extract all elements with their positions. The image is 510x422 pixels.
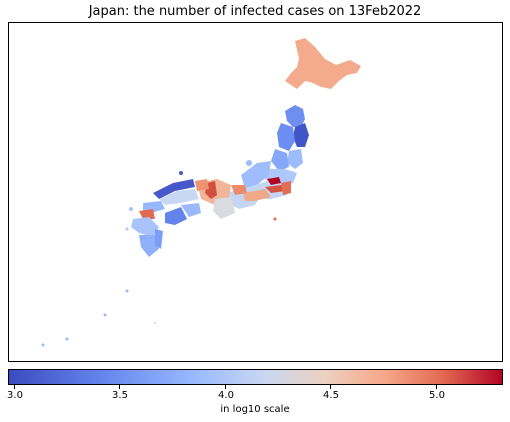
region-shikoku-west [165, 207, 187, 225]
colorbar-tick-label: 3.0 [7, 390, 23, 401]
island-amami [125, 289, 129, 293]
region-niigata [241, 161, 271, 189]
island-izu [273, 217, 277, 221]
island-okinawa-3 [41, 343, 45, 347]
region-kyushu-south [139, 235, 159, 257]
region-aomori [285, 105, 305, 127]
region-miyazaki [155, 229, 163, 249]
colorbar-tick-label: 4.5 [323, 390, 339, 401]
colorbar [8, 369, 503, 385]
region-chiba [281, 181, 291, 195]
colorbar-label: in log10 scale [220, 404, 290, 415]
colorbar-tick-label: 3.5 [112, 390, 128, 401]
map-frame [8, 22, 503, 362]
region-kanagawa [265, 185, 285, 193]
region-aichi [231, 185, 247, 195]
colorbar-tick [14, 385, 15, 389]
island-ogasawara [154, 322, 156, 324]
island-sado [246, 160, 252, 166]
colorbar-tick [119, 385, 120, 389]
colorbar-tick [225, 385, 226, 389]
island-okinawa-1 [103, 313, 107, 317]
colorbar-tick-label: 5.0 [429, 390, 445, 401]
colorbar-tick [330, 385, 331, 389]
region-miyagi [287, 149, 303, 169]
region-kii [213, 197, 235, 219]
island-goto [125, 227, 129, 231]
region-shizuoka [243, 189, 271, 201]
island-oki [179, 171, 183, 175]
region-iwate [293, 123, 309, 147]
colorbar-tick-label: 4.0 [218, 390, 234, 401]
region-yamagata [271, 149, 289, 171]
japan-map [41, 38, 361, 347]
map-title: Japan: the number of infected cases on 1… [88, 4, 422, 19]
region-hokkaido [285, 38, 361, 89]
region-tokyo [267, 177, 281, 185]
region-kyushu-north [131, 217, 159, 237]
colorbar-tick [436, 385, 437, 389]
region-tottori-shimane [153, 179, 195, 199]
region-okayama-hiroshima [159, 189, 199, 205]
region-shikoku-east [181, 203, 201, 217]
island-okinawa-2 [65, 337, 69, 341]
region-akita [277, 123, 295, 151]
island-tsushima [129, 207, 133, 211]
region-fukuoka [139, 209, 155, 219]
region-hyogo [195, 179, 209, 191]
